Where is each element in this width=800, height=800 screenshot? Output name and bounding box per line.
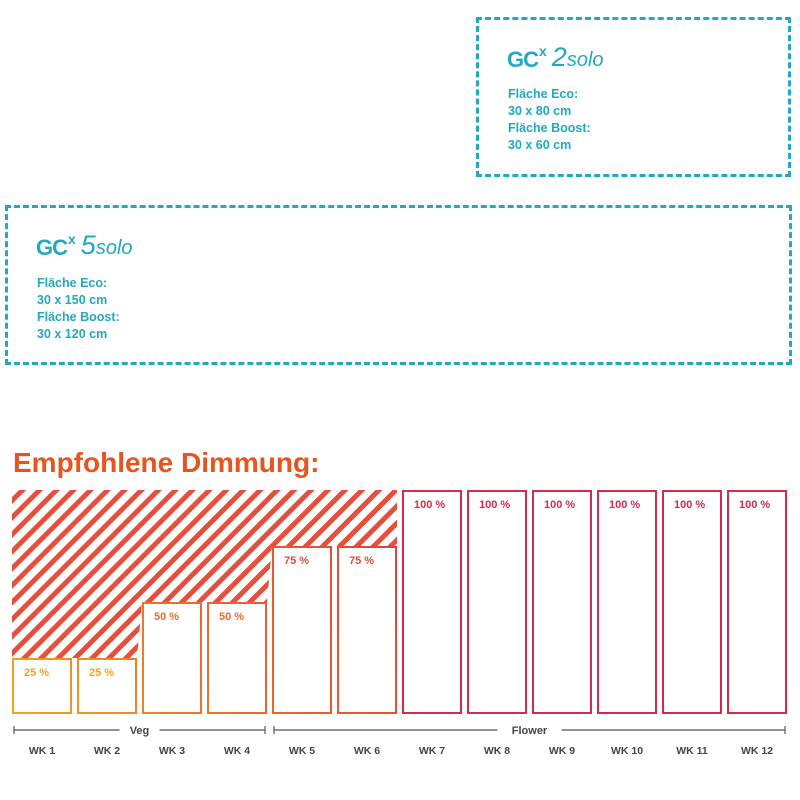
logo-brand: GC (507, 47, 539, 72)
week-tick-label: WK 2 (94, 745, 120, 757)
logo-sup: x (68, 231, 76, 247)
bar-value-label: 100 % (479, 499, 510, 511)
boost-value: 30 x 120 cm (37, 327, 108, 341)
logo-suffix: solo (95, 237, 133, 259)
week-tick-label: WK 8 (484, 745, 510, 757)
bar-wk-7 (402, 490, 462, 714)
bar-wk-1 (12, 658, 72, 714)
eco-value: 30 x 150 cm (37, 293, 108, 307)
week-tick-label: WK 7 (419, 745, 445, 757)
bar-wk-2 (77, 658, 137, 714)
product-box-2solo (476, 17, 791, 177)
chart-title: Empfohlene Dimmung: (13, 447, 320, 478)
boost-label: Fläche Boost: (508, 121, 591, 135)
bar-wk-12 (727, 490, 787, 714)
eco-label: Fläche Eco: (508, 87, 579, 101)
week-tick-label: WK 12 (741, 745, 773, 757)
week-tick-label: WK 5 (289, 745, 315, 757)
week-tick-label: WK 4 (224, 745, 250, 757)
logo-suffix: solo (566, 49, 604, 71)
logo-brand: GC (36, 235, 68, 260)
bar-value-label: 75 % (349, 555, 374, 567)
headroom-hatch (12, 490, 397, 658)
week-tick-label: WK 11 (676, 745, 708, 757)
bar-value-label: 100 % (674, 499, 705, 511)
bar-wk-11 (662, 490, 722, 714)
boost-label: Fläche Boost: (37, 310, 120, 324)
bar-wk-10 (597, 490, 657, 714)
eco-label: Fläche Eco: (37, 276, 108, 290)
week-tick-label: WK 3 (159, 745, 185, 757)
bar-value-label: 100 % (544, 499, 575, 511)
logo-number: 2 (551, 42, 567, 72)
bar-value-label: 25 % (89, 667, 114, 679)
logo-5solo: GC x 5 solo (36, 230, 133, 260)
bar-wk-5 (272, 546, 332, 714)
bar-value-label: 100 % (739, 499, 770, 511)
bar-value-label: 50 % (154, 611, 179, 623)
bar-value-label: 25 % (24, 667, 49, 679)
boost-value: 30 x 60 cm (508, 138, 572, 152)
bar-wk-3 (142, 602, 202, 714)
phase-label: Flower (512, 725, 548, 737)
phase-label: Veg (130, 725, 150, 737)
bar-value-label: 100 % (609, 499, 640, 511)
bar-value-label: 100 % (414, 499, 445, 511)
week-tick-label: WK 6 (354, 745, 380, 757)
bar-wk-6 (337, 546, 397, 714)
week-tick-label: WK 9 (549, 745, 575, 757)
week-tick-label: WK 10 (611, 745, 643, 757)
bar-wk-8 (467, 490, 527, 714)
specs-5solo: Fläche Eco: 30 x 150 cm Fläche Boost: 30… (37, 275, 120, 343)
logo-sup: x (539, 43, 547, 59)
bar-wk-9 (532, 490, 592, 714)
bar-value-label: 50 % (219, 611, 244, 623)
specs-2solo: Fläche Eco: 30 x 80 cm Fläche Boost: 30 … (508, 86, 591, 154)
eco-value: 30 x 80 cm (508, 104, 572, 118)
bar-value-label: 75 % (284, 555, 309, 567)
bar-wk-4 (207, 602, 267, 714)
product-box-5solo (5, 205, 792, 365)
logo-2solo: GC x 2 solo (507, 42, 604, 72)
logo-number: 5 (80, 230, 96, 260)
week-tick-label: WK 1 (29, 745, 55, 757)
